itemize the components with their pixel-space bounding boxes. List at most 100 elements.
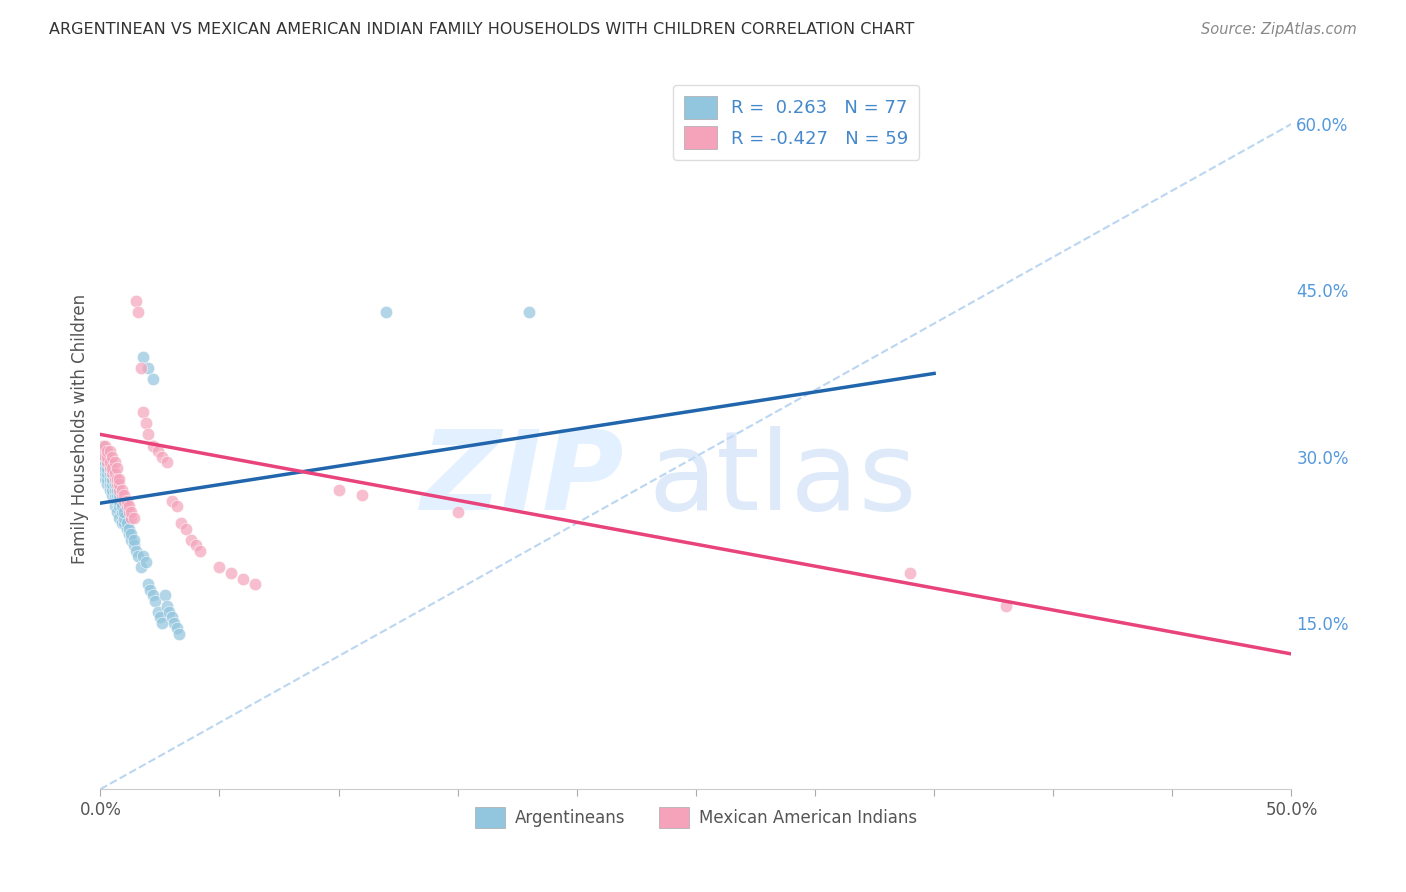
- Point: [159, 605, 181, 619]
- Point: [96, 472, 118, 486]
- Point: [105, 477, 128, 491]
- Point: [104, 467, 127, 481]
- Point: [125, 544, 148, 558]
- Point: [94, 444, 117, 458]
- Point: [118, 505, 141, 519]
- Point: [150, 450, 173, 464]
- Point: [105, 494, 128, 508]
- Point: [104, 472, 127, 486]
- Text: ARGENTINEAN VS MEXICAN AMERICAN INDIAN FAMILY HOUSEHOLDS WITH CHILDREN CORRELATI: ARGENTINEAN VS MEXICAN AMERICAN INDIAN F…: [49, 22, 914, 37]
- Point: [127, 549, 149, 564]
- Point: [94, 450, 117, 464]
- Point: [245, 577, 267, 591]
- Point: [105, 472, 128, 486]
- Point: [115, 500, 138, 514]
- Point: [132, 405, 155, 419]
- Point: [112, 516, 135, 530]
- Point: [96, 455, 118, 469]
- Point: [108, 500, 131, 514]
- Point: [112, 494, 135, 508]
- Point: [136, 577, 159, 591]
- Point: [136, 360, 159, 375]
- Point: [104, 500, 127, 514]
- Point: [149, 610, 172, 624]
- Point: [232, 572, 254, 586]
- Point: [94, 467, 117, 481]
- Point: [118, 522, 141, 536]
- Point: [208, 560, 231, 574]
- Point: [96, 455, 118, 469]
- Point: [94, 438, 117, 452]
- Point: [115, 522, 138, 536]
- Point: [98, 467, 121, 481]
- Point: [328, 483, 350, 497]
- Point: [91, 444, 114, 458]
- Point: [104, 488, 127, 502]
- Point: [111, 500, 134, 514]
- Point: [129, 360, 152, 375]
- Point: [135, 417, 157, 431]
- Point: [112, 510, 135, 524]
- Point: [105, 460, 128, 475]
- Point: [108, 477, 131, 491]
- Point: [125, 294, 148, 309]
- Point: [98, 460, 121, 475]
- Point: [160, 610, 183, 624]
- Point: [96, 477, 118, 491]
- Point: [111, 483, 134, 497]
- Point: [156, 455, 179, 469]
- Point: [120, 505, 142, 519]
- Point: [101, 460, 124, 475]
- Point: [91, 438, 114, 452]
- Point: [132, 350, 155, 364]
- Point: [139, 582, 162, 597]
- Point: [517, 305, 540, 319]
- Text: ZIP: ZIP: [420, 425, 624, 533]
- Point: [221, 566, 243, 580]
- Point: [375, 305, 398, 319]
- Point: [163, 615, 186, 630]
- Point: [108, 488, 131, 502]
- Point: [120, 527, 142, 541]
- Point: [108, 494, 131, 508]
- Point: [91, 438, 114, 452]
- Point: [150, 615, 173, 630]
- Point: [120, 510, 142, 524]
- Point: [120, 533, 142, 547]
- Point: [142, 588, 165, 602]
- Point: [96, 444, 118, 458]
- Point: [143, 593, 166, 607]
- Point: [112, 488, 135, 502]
- Point: [94, 450, 117, 464]
- Point: [146, 605, 169, 619]
- Point: [111, 516, 134, 530]
- Point: [122, 538, 145, 552]
- Point: [111, 505, 134, 519]
- Point: [101, 477, 124, 491]
- Legend: Argentineans, Mexican American Indians: Argentineans, Mexican American Indians: [468, 800, 924, 835]
- Point: [98, 483, 121, 497]
- Point: [98, 472, 121, 486]
- Point: [104, 455, 127, 469]
- Point: [146, 444, 169, 458]
- Point: [180, 533, 202, 547]
- Point: [129, 560, 152, 574]
- Point: [167, 627, 190, 641]
- Point: [994, 599, 1017, 614]
- Point: [166, 500, 188, 514]
- Point: [105, 505, 128, 519]
- Point: [447, 505, 470, 519]
- Point: [108, 472, 131, 486]
- Point: [127, 305, 149, 319]
- Point: [898, 566, 921, 580]
- Point: [101, 467, 124, 481]
- Point: [91, 444, 114, 458]
- Y-axis label: Family Households with Children: Family Households with Children: [72, 293, 89, 564]
- Point: [142, 372, 165, 386]
- Point: [136, 427, 159, 442]
- Point: [101, 488, 124, 502]
- Point: [170, 516, 193, 530]
- Point: [118, 527, 141, 541]
- Point: [98, 477, 121, 491]
- Point: [96, 450, 118, 464]
